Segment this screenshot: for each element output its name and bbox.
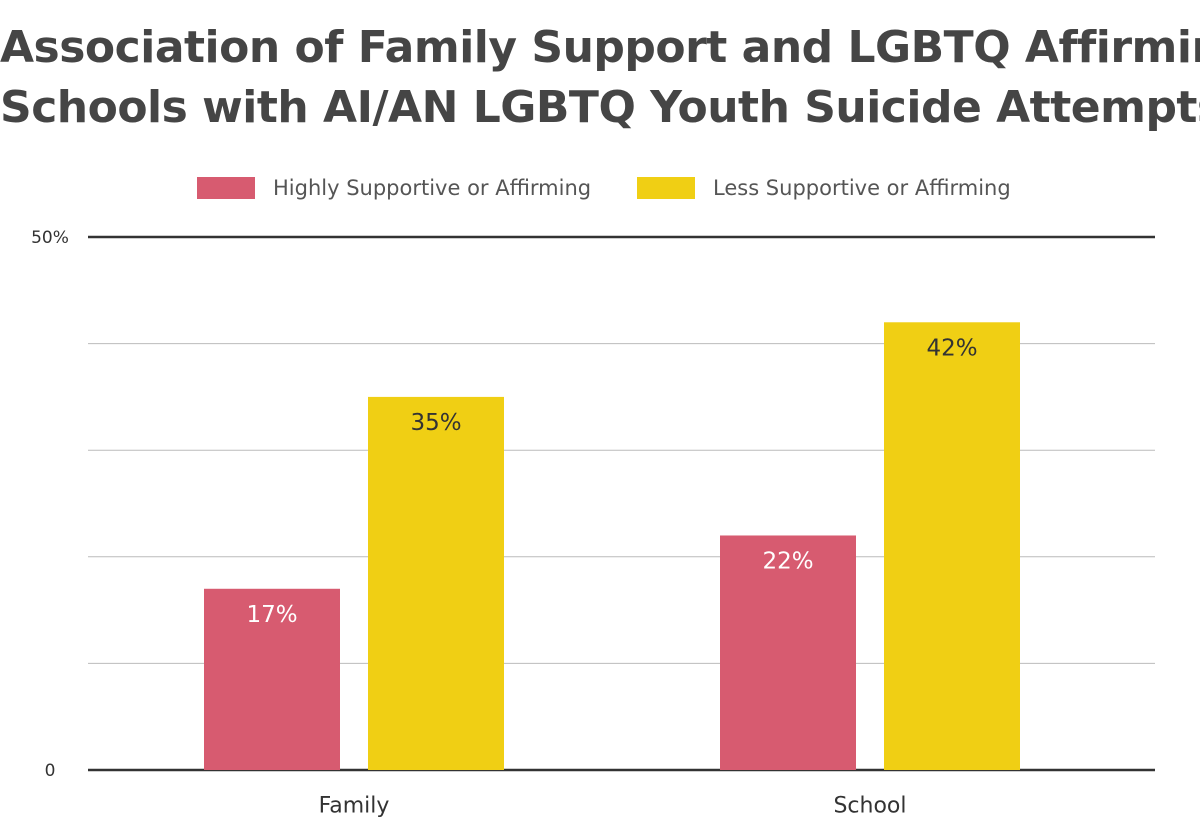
chart-title-line-2: Schools with AI/AN LGBTQ Youth Suicide A… <box>0 82 1200 133</box>
data-label: 35% <box>410 410 461 436</box>
bar-family-series-0 <box>204 588 340 770</box>
x-category-label: Family <box>319 794 390 819</box>
x-category-label: School <box>833 794 906 819</box>
legend-item-highly-supportive: Highly Supportive or Affirming <box>197 174 591 202</box>
chart-title: Association of Family Support and LGBTQ … <box>0 18 1200 138</box>
y-tick-label: 0 <box>45 761 56 781</box>
bar-school-series-1 <box>884 322 1020 770</box>
bar-school-series-0 <box>720 535 856 770</box>
data-label: 17% <box>246 602 297 628</box>
data-label: 42% <box>926 335 977 361</box>
legend-swatch-highly-supportive <box>197 177 255 199</box>
legend-label-less-supportive: Less Supportive or Affirming <box>713 176 1011 200</box>
legend-item-less-supportive: Less Supportive or Affirming <box>637 174 1011 202</box>
legend-label-highly-supportive: Highly Supportive or Affirming <box>273 176 592 200</box>
bar-family-series-1 <box>368 396 504 770</box>
legend-swatch-less-supportive <box>637 177 695 199</box>
chart-legend: Highly Supportive or Affirming Less Supp… <box>0 174 1200 202</box>
y-tick-label: 50% <box>31 228 69 248</box>
chart-title-line-1: Association of Family Support and LGBTQ … <box>0 22 1200 73</box>
data-label: 22% <box>762 548 813 574</box>
